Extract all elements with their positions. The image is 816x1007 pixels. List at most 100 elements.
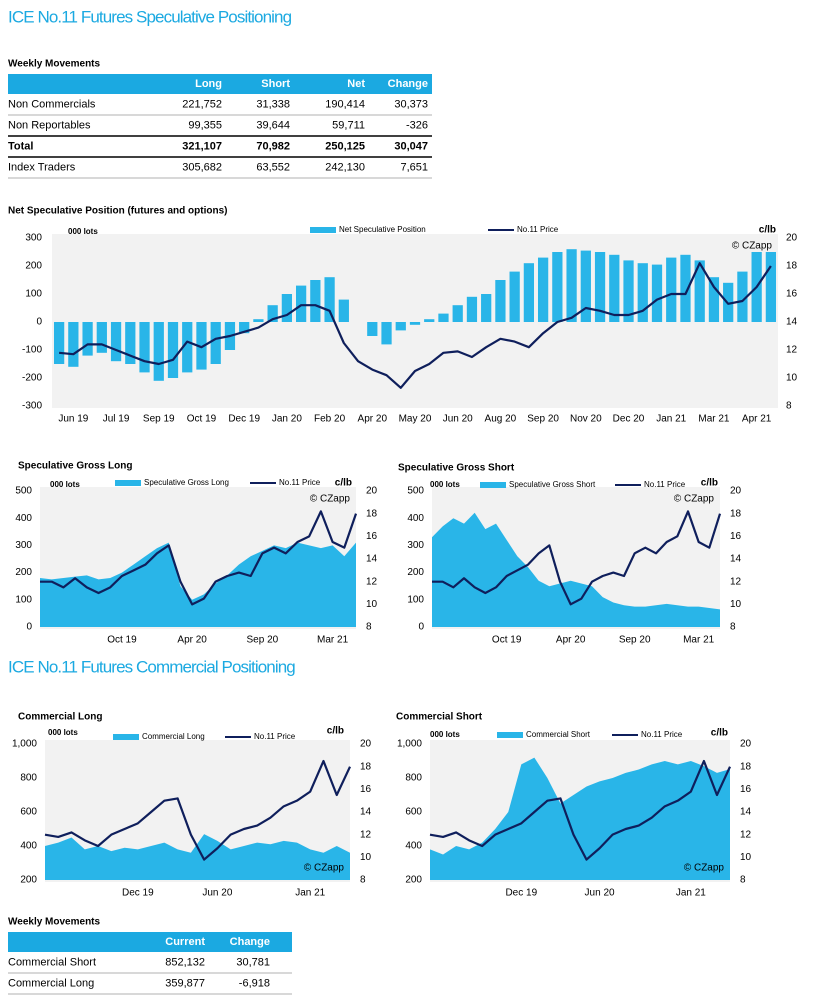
y2-tick-label: 16 <box>366 531 378 542</box>
y2-tick-label: 14 <box>366 554 378 565</box>
area <box>432 512 720 627</box>
y2-tick-label: 8 <box>730 622 736 633</box>
y2-axis-label: c/lb <box>701 478 718 489</box>
y2-tick-label: 10 <box>730 599 742 610</box>
legend-swatch <box>480 482 506 488</box>
area <box>40 542 356 627</box>
bar <box>68 322 79 367</box>
column-header: Short <box>261 78 290 90</box>
bar <box>153 322 164 381</box>
y-tick-label: 200 <box>20 875 37 886</box>
area <box>45 834 350 880</box>
y2-tick-label: 16 <box>740 784 752 795</box>
legend-label: Speculative Gross Long <box>144 478 229 487</box>
y-tick-label: 0 <box>36 317 42 328</box>
cell: 7,651 <box>400 161 428 173</box>
x-tick-label: Jan 20 <box>272 414 302 425</box>
bar <box>125 322 136 364</box>
y-tick-label: 400 <box>15 513 32 524</box>
legend-swatch <box>497 732 523 738</box>
column-header: Net <box>347 78 365 90</box>
y2-tick-label: 20 <box>360 739 372 750</box>
y-axis-label: 000 lots <box>50 480 80 489</box>
y-axis-label: 000 lots <box>68 227 98 236</box>
cell: 63,552 <box>256 161 290 173</box>
cell: 359,877 <box>165 977 205 989</box>
y-tick-label: 1,000 <box>397 739 422 750</box>
bar <box>523 263 535 322</box>
y-tick-label: 200 <box>15 567 32 578</box>
row-label: Non Reportables <box>8 119 91 131</box>
bar <box>182 322 193 373</box>
row-label: Commercial Short <box>8 956 96 968</box>
x-tick-label: Apr 20 <box>358 414 388 425</box>
y2-tick-label: 10 <box>786 373 798 384</box>
bar <box>552 252 563 322</box>
bar <box>338 299 349 322</box>
bar <box>239 322 250 334</box>
y2-tick-label: 12 <box>786 345 798 356</box>
x-tick-label: Oct 19 <box>492 635 522 646</box>
cell: 99,355 <box>188 119 222 131</box>
copyright: © CZapp <box>304 863 345 874</box>
y-tick-label: 500 <box>15 486 32 497</box>
cell: 30,047 <box>394 140 428 152</box>
y2-tick-label: 16 <box>360 784 372 795</box>
x-tick-label: Mar 21 <box>698 414 730 425</box>
copyright: © CZapp <box>732 241 773 252</box>
bar <box>737 271 748 322</box>
x-tick-label: Apr 20 <box>556 635 586 646</box>
bar <box>167 322 179 378</box>
y2-tick-label: 14 <box>740 807 752 818</box>
cell: 321,107 <box>182 140 222 152</box>
x-tick-label: Mar 21 <box>683 635 715 646</box>
y2-tick-label: 12 <box>730 576 742 587</box>
y-tick-label: 0 <box>418 622 424 633</box>
legend-label: Commercial Long <box>142 732 205 741</box>
legend-label: No.11 Price <box>517 225 559 234</box>
legend-swatch <box>115 480 141 486</box>
column-header: Change <box>388 78 428 90</box>
y2-tick-label: 16 <box>786 289 798 300</box>
x-tick-label: Sep 20 <box>619 635 651 646</box>
y-tick-label: 600 <box>405 807 422 818</box>
y-tick-label: -100 <box>22 345 42 356</box>
legend-swatch <box>310 227 336 233</box>
cell: 242,130 <box>325 161 365 173</box>
bar <box>452 305 463 322</box>
x-tick-label: Mar 21 <box>317 635 349 646</box>
y2-tick-label: 14 <box>786 317 798 328</box>
x-tick-label: Jun 20 <box>585 888 615 899</box>
bar <box>82 322 93 356</box>
y-tick-label: 200 <box>405 875 422 886</box>
bar <box>481 294 492 322</box>
bar <box>566 249 577 322</box>
price-line <box>44 759 351 861</box>
bar <box>324 277 335 322</box>
x-tick-label: Dec 19 <box>122 888 154 899</box>
chart-title: Commercial Long <box>18 712 102 723</box>
bar <box>623 260 634 322</box>
x-tick-label: Sep 19 <box>143 414 175 425</box>
legend-label: No.11 Price <box>254 732 296 741</box>
y2-tick-label: 18 <box>730 508 742 519</box>
bar <box>609 254 620 322</box>
y-tick-label: 200 <box>25 261 42 272</box>
legend-label: Speculative Gross Short <box>509 480 596 489</box>
x-tick-label: May 20 <box>399 414 432 425</box>
bar <box>267 305 278 322</box>
y-tick-label: 800 <box>405 773 422 784</box>
y2-axis-label: c/lb <box>759 225 776 236</box>
y2-tick-label: 12 <box>740 829 752 840</box>
bar <box>765 252 777 322</box>
bar <box>409 322 421 325</box>
cell: 70,982 <box>256 140 290 152</box>
bar <box>96 322 107 353</box>
y-tick-label: 100 <box>407 594 424 605</box>
x-tick-label: Feb 20 <box>314 414 346 425</box>
section-title: ICE No.11 Futures Commercial Positioning <box>8 657 295 676</box>
bar <box>367 322 378 336</box>
bar <box>495 280 506 322</box>
cell: 30,781 <box>236 956 270 968</box>
